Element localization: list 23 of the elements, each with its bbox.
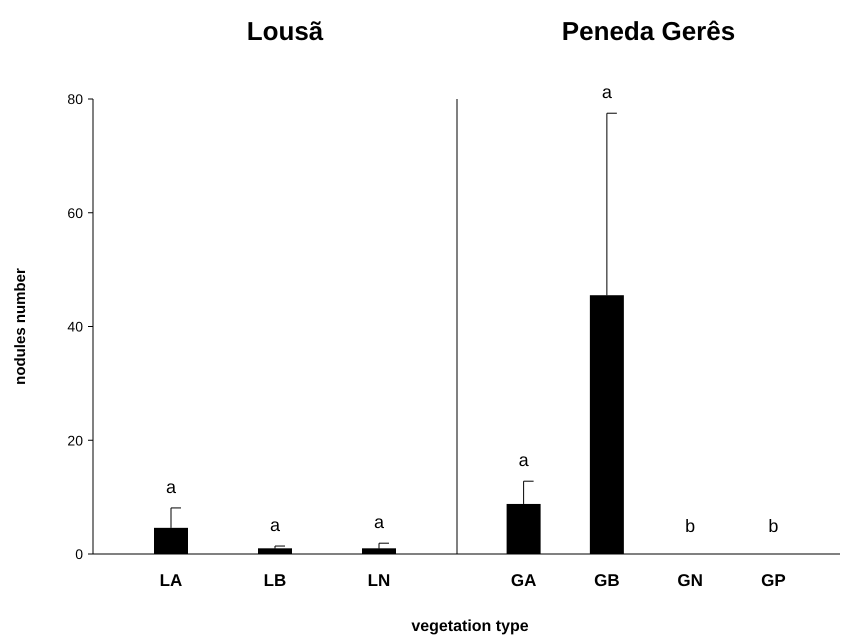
x-tick-label: GN [677,571,703,590]
x-tick-label: GB [594,571,620,590]
y-tick-label: 60 [67,204,84,221]
annotation: a [602,82,613,102]
x-tick-label: LB [264,571,286,590]
x-tick-label: GP [761,571,786,590]
y-tick-label: 20 [67,432,84,448]
annotation: a [374,512,385,532]
annotation: b [768,516,778,536]
y-axis-title: nodules number [12,268,29,385]
y-tick-label: 40 [67,318,84,334]
x-tick-label: LA [160,571,182,590]
chart-title: Peneda Gerês [562,16,736,46]
x-tick-label: GA [510,571,536,590]
x-axis-title: vegetation type [411,618,529,635]
chart-title: Lousã [246,16,324,46]
annotation: a [270,515,281,536]
annotation: b [685,516,696,536]
y-tick-label: 0 [75,546,84,562]
x-tick-label: LN [368,571,390,590]
annotation: a [518,450,530,470]
y-tick-label: 80 [67,91,84,107]
annotation: a [166,476,177,497]
